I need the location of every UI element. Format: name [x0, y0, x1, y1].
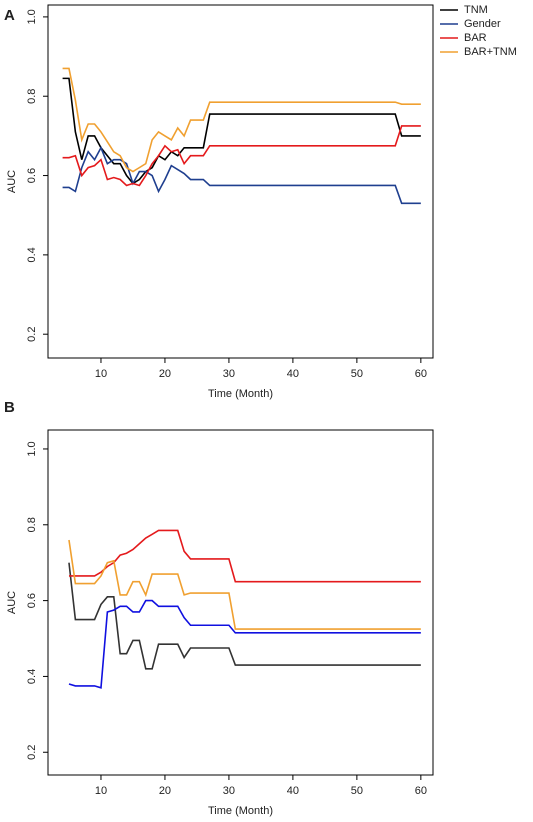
series-line [62, 125, 421, 187]
series-line [68, 529, 421, 583]
y-tick-label: 0.2 [26, 327, 38, 342]
y-tick-label: 0.6 [26, 593, 38, 608]
legend-label: BAR+TNM [464, 46, 517, 58]
x-tick-label: 30 [223, 368, 235, 380]
y-axis-label: AUC [6, 170, 18, 193]
series-line [62, 145, 421, 205]
x-tick-label: 20 [159, 368, 171, 380]
x-tick-label: 40 [287, 368, 299, 380]
legend-label: TNM [464, 4, 488, 16]
series-line [62, 77, 421, 185]
x-tick-label: 40 [287, 785, 299, 797]
series-line [62, 67, 421, 173]
panel-label: A [4, 7, 15, 24]
x-tick-label: 10 [95, 368, 107, 380]
x-tick-label: 30 [223, 785, 235, 797]
y-tick-label: 0.4 [26, 247, 38, 262]
y-tick-label: 1.0 [26, 441, 38, 456]
y-tick-label: 0.6 [26, 168, 38, 183]
series-line [68, 562, 421, 670]
y-tick-label: 1.0 [26, 9, 38, 24]
series-line [68, 539, 421, 630]
legend-label: BAR [464, 32, 487, 44]
plot-frame [47, 429, 434, 776]
legend-label: Gender [464, 18, 501, 30]
plot-frame [47, 4, 434, 359]
x-tick-label: 50 [351, 785, 363, 797]
x-axis-label: Time (Month) [208, 388, 273, 400]
x-tick-label: 50 [351, 368, 363, 380]
y-tick-label: 0.8 [26, 89, 38, 104]
x-tick-label: 10 [95, 785, 107, 797]
x-tick-label: 60 [415, 785, 427, 797]
y-axis-label: AUC [6, 591, 18, 614]
y-tick-label: 0.4 [26, 669, 38, 684]
x-axis-label: Time (Month) [208, 805, 273, 817]
panel-label: B [4, 399, 15, 416]
x-tick-label: 20 [159, 785, 171, 797]
x-tick-label: 60 [415, 368, 427, 380]
y-tick-label: 0.8 [26, 517, 38, 532]
y-tick-label: 0.2 [26, 745, 38, 760]
series-line [68, 599, 421, 689]
